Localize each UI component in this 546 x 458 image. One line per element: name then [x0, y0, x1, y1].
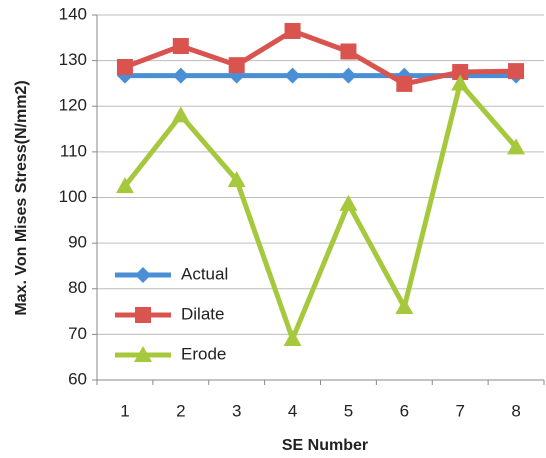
series-line [124, 28, 517, 87]
data-point [507, 138, 526, 155]
data-point [339, 194, 358, 211]
data-point [116, 59, 133, 76]
legend-label: Actual [181, 264, 228, 283]
data-point [451, 74, 470, 91]
y-tick-label: 90 [68, 233, 87, 252]
data-point [171, 106, 190, 123]
legend-marker [134, 346, 152, 362]
data-point [284, 22, 301, 39]
legend-label: Dilate [181, 304, 224, 323]
x-tick-label: 6 [400, 401, 409, 420]
x-tick-label: 8 [511, 401, 520, 420]
y-tick-label: 120 [59, 96, 87, 115]
y-axis-title: Max. Von Mises Stress(N/mm2) [13, 80, 30, 315]
x-axis-title: SE Number [282, 437, 368, 454]
series-line [122, 80, 518, 342]
legend-label: Erode [181, 344, 226, 363]
data-point [172, 67, 189, 84]
data-point [172, 38, 189, 55]
data-point [283, 329, 302, 346]
x-tick-label: 7 [455, 401, 464, 420]
data-point [452, 64, 469, 81]
x-tick-label: 5 [344, 401, 353, 420]
data-point [228, 57, 245, 74]
data-point [508, 63, 525, 80]
y-tick-label: 110 [60, 141, 87, 160]
data-point [115, 177, 134, 194]
y-tick-label: 70 [68, 324, 87, 343]
data-point [395, 298, 414, 314]
data-point [284, 67, 301, 84]
x-tick-label: 3 [232, 401, 241, 420]
legend-marker [135, 307, 151, 323]
x-tick-label: 2 [176, 401, 185, 420]
data-point [340, 67, 357, 84]
x-tick-label: 4 [288, 401, 297, 420]
y-tick-label: 130 [59, 50, 87, 69]
data-point [227, 171, 246, 188]
legend-marker [135, 267, 151, 283]
y-tick-label: 140 [59, 4, 87, 23]
data-point [340, 43, 357, 60]
x-tick-label: 1 [120, 401, 129, 420]
y-tick-label: 100 [59, 187, 87, 206]
y-tick-label: 60 [68, 369, 87, 388]
y-tick-label: 80 [68, 278, 87, 297]
data-point [396, 75, 413, 92]
